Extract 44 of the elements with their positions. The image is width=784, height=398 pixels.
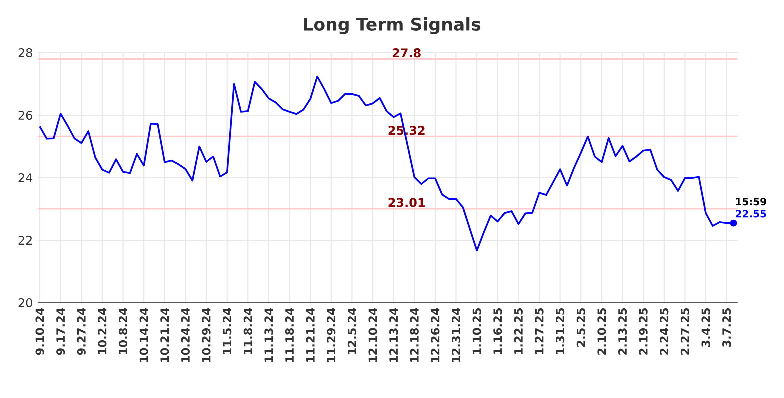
x-tick-label: 9.17.24 (56, 308, 66, 356)
x-tick-label: 12.13.24 (390, 308, 398, 362)
ref-line-label: 27.8 (392, 48, 421, 58)
y-tick-label: 28 (18, 48, 32, 58)
data-label: 22.55 (736, 210, 766, 218)
x-tick-label: 10.14.24 (140, 308, 148, 362)
x-tick-label: 10.2.24 (98, 308, 107, 354)
x-tick-label: 12.18.24 (410, 308, 419, 362)
x-tick-label: 11.21.24 (306, 308, 315, 362)
x-tick-label: 1.10.25 (472, 308, 482, 354)
x-tick-label: 10.21.24 (160, 308, 170, 362)
x-tick-label: 1.22.25 (514, 308, 523, 354)
y-tick-label: 26 (18, 110, 32, 120)
x-tick-label: 12.10.24 (368, 308, 378, 362)
x-tick-label: 11.13.24 (264, 308, 274, 362)
x-tick-label: 11.29.24 (327, 308, 336, 362)
x-tick-label: 11.8.24 (244, 308, 252, 354)
x-tick-label: 11.5.24 (223, 308, 232, 354)
ref-line-label: 23.01 (388, 198, 425, 208)
x-tick-label: 10.24.24 (181, 308, 190, 362)
x-tick-label: 1.31.25 (556, 308, 565, 354)
x-tick-label: 2.24.25 (660, 308, 669, 355)
x-tick-label: 1.27.25 (535, 308, 544, 354)
x-tick-label: 2.5.25 (576, 308, 586, 347)
y-tick-label: 20 (18, 298, 32, 308)
x-tick-label: 1.16.25 (494, 308, 502, 354)
x-tick-label: 9.27.24 (77, 308, 86, 356)
annotation: 15:59 (736, 198, 766, 206)
x-tick-label: 2.19.25 (639, 308, 648, 355)
x-tick-label: 12.31.24 (452, 308, 461, 362)
x-tick-label: 9.10.24 (36, 308, 44, 356)
x-tick-label: 12.5.24 (348, 308, 356, 354)
x-tick-label: 12.26.24 (431, 308, 440, 362)
x-tick-label: 3.7.25 (722, 308, 732, 348)
x-tick-label: 2.13.25 (618, 308, 628, 355)
x-tick-label: 11.18.24 (285, 308, 294, 362)
chart-title: Long Term Signals (304, 18, 481, 34)
x-tick-label: 10.8.24 (118, 308, 128, 354)
x-tick-label: 2.10.25 (598, 308, 606, 355)
x-tick-label: 10.29.24 (202, 308, 211, 362)
x-tick-label: 3.4.25 (702, 308, 710, 348)
y-tick-label: 24 (18, 174, 33, 182)
y-tick-label: 22 (18, 236, 32, 245)
x-tick-label: 2.27.25 (680, 308, 690, 355)
